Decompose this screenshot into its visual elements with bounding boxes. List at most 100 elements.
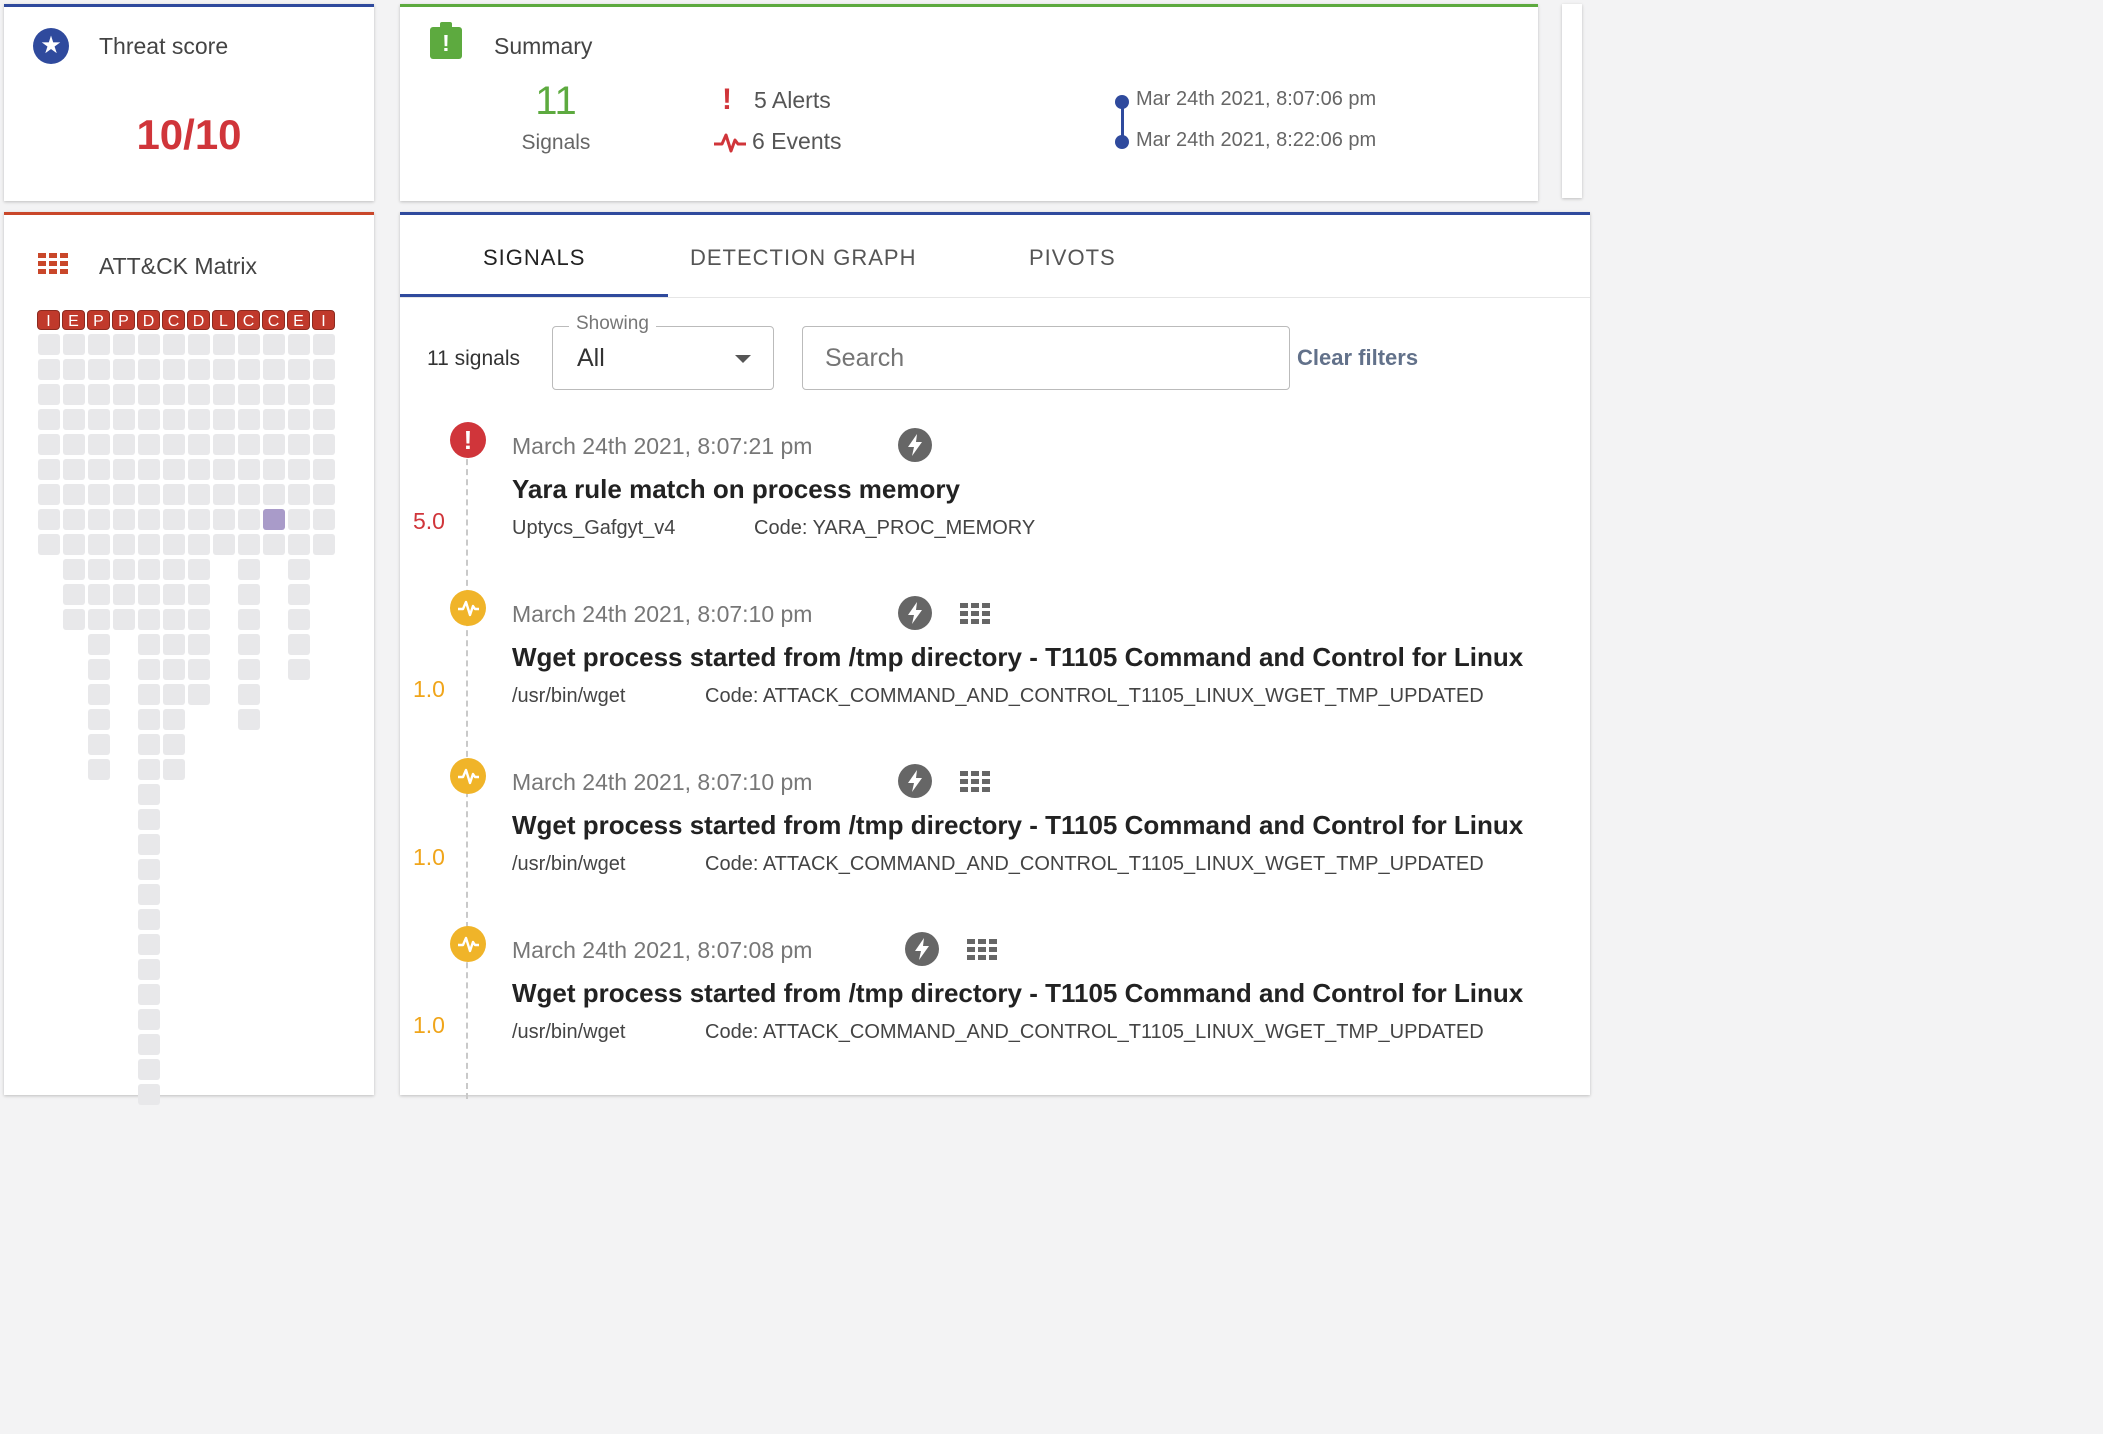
technique-cell[interactable] [163, 559, 185, 580]
technique-cell[interactable] [188, 384, 210, 405]
technique-cell[interactable] [238, 484, 260, 505]
technique-cell[interactable] [138, 359, 160, 380]
technique-cell[interactable] [88, 759, 110, 780]
technique-cell[interactable] [238, 584, 260, 605]
technique-cell[interactable] [88, 384, 110, 405]
technique-cell[interactable] [138, 1034, 160, 1055]
technique-cell[interactable] [213, 334, 235, 355]
technique-cell[interactable] [138, 684, 160, 705]
technique-cell[interactable] [288, 559, 310, 580]
technique-cell[interactable] [138, 1059, 160, 1080]
technique-cell[interactable] [88, 459, 110, 480]
showing-select[interactable]: Showing All [552, 313, 774, 390]
technique-cell[interactable] [138, 609, 160, 630]
technique-cell[interactable] [263, 334, 285, 355]
technique-cell[interactable] [88, 634, 110, 655]
technique-cell[interactable] [138, 409, 160, 430]
tab-detection-graph[interactable]: DETECTION GRAPH [690, 245, 917, 270]
tactic-header[interactable]: E [62, 310, 85, 330]
technique-cell[interactable] [238, 659, 260, 680]
technique-cell[interactable] [63, 384, 85, 405]
technique-cell[interactable] [113, 584, 135, 605]
technique-cell[interactable] [238, 509, 260, 530]
signal-title[interactable]: Wget process started from /tmp directory… [512, 642, 1524, 672]
technique-cell[interactable] [138, 384, 160, 405]
technique-cell[interactable] [138, 784, 160, 805]
technique-cell[interactable] [238, 384, 260, 405]
tab-pivots[interactable]: PIVOTS [1029, 245, 1116, 270]
technique-cell[interactable] [288, 384, 310, 405]
technique-cell[interactable] [163, 384, 185, 405]
technique-cell[interactable] [138, 959, 160, 980]
technique-cell[interactable] [113, 509, 135, 530]
technique-cell[interactable] [263, 534, 285, 555]
technique-cell[interactable] [163, 434, 185, 455]
technique-cell[interactable] [213, 359, 235, 380]
technique-cell[interactable] [188, 634, 210, 655]
technique-cell[interactable] [288, 484, 310, 505]
technique-cell[interactable] [63, 434, 85, 455]
lightning-icon[interactable] [898, 428, 932, 462]
technique-cell[interactable] [138, 934, 160, 955]
technique-cell[interactable] [113, 334, 135, 355]
technique-cell[interactable] [188, 509, 210, 530]
technique-cell[interactable] [63, 584, 85, 605]
technique-cell[interactable] [88, 659, 110, 680]
technique-cell[interactable] [38, 434, 60, 455]
technique-cell[interactable] [163, 709, 185, 730]
technique-cell[interactable] [88, 584, 110, 605]
technique-cell[interactable] [88, 484, 110, 505]
technique-cell[interactable] [238, 334, 260, 355]
technique-cell[interactable] [213, 459, 235, 480]
tactic-header[interactable]: C [262, 310, 285, 330]
signal-title[interactable]: Wget process started from /tmp directory… [512, 978, 1524, 1008]
matrix-grid-icon[interactable] [960, 771, 990, 792]
technique-cell[interactable] [188, 559, 210, 580]
technique-cell[interactable] [238, 609, 260, 630]
technique-cell[interactable] [138, 534, 160, 555]
technique-cell[interactable] [188, 434, 210, 455]
technique-cell[interactable] [63, 459, 85, 480]
clear-filters-button[interactable]: Clear filters [1297, 345, 1419, 370]
technique-cell[interactable] [313, 334, 335, 355]
technique-cell[interactable] [163, 459, 185, 480]
tactic-header[interactable]: C [162, 310, 185, 330]
technique-cell[interactable] [213, 384, 235, 405]
tactic-header[interactable]: I [312, 310, 335, 330]
technique-cell[interactable] [263, 434, 285, 455]
technique-cell[interactable] [63, 359, 85, 380]
technique-cell[interactable] [288, 609, 310, 630]
technique-cell[interactable] [213, 534, 235, 555]
technique-cell[interactable] [138, 759, 160, 780]
technique-cell[interactable] [88, 609, 110, 630]
technique-cell[interactable] [313, 534, 335, 555]
technique-cell[interactable] [188, 334, 210, 355]
technique-cell[interactable] [263, 359, 285, 380]
technique-cell[interactable] [288, 459, 310, 480]
technique-cell[interactable] [238, 709, 260, 730]
tactic-header[interactable]: E [287, 310, 310, 330]
technique-cell[interactable] [313, 384, 335, 405]
technique-cell[interactable] [63, 484, 85, 505]
technique-cell[interactable] [113, 384, 135, 405]
technique-cell[interactable] [88, 534, 110, 555]
tactic-header[interactable]: D [137, 310, 160, 330]
technique-cell[interactable] [163, 734, 185, 755]
technique-cell[interactable] [88, 434, 110, 455]
technique-cell[interactable] [38, 509, 60, 530]
technique-cell[interactable] [163, 584, 185, 605]
technique-cell[interactable] [238, 434, 260, 455]
technique-cell[interactable] [63, 609, 85, 630]
technique-cell[interactable] [163, 534, 185, 555]
signal-title[interactable]: Yara rule match on process memory [512, 474, 960, 504]
technique-cell[interactable] [313, 459, 335, 480]
technique-cell[interactable] [38, 334, 60, 355]
matrix-grid-icon[interactable] [960, 603, 990, 624]
technique-cell[interactable] [188, 534, 210, 555]
technique-cell[interactable] [213, 484, 235, 505]
technique-cell[interactable] [113, 434, 135, 455]
technique-cell[interactable] [138, 859, 160, 880]
technique-cell[interactable] [188, 684, 210, 705]
signal-row[interactable]: 1.0 March 24th 2021, 8:07:10 pm Wget proce… [400, 758, 1590, 908]
technique-cell[interactable] [313, 509, 335, 530]
